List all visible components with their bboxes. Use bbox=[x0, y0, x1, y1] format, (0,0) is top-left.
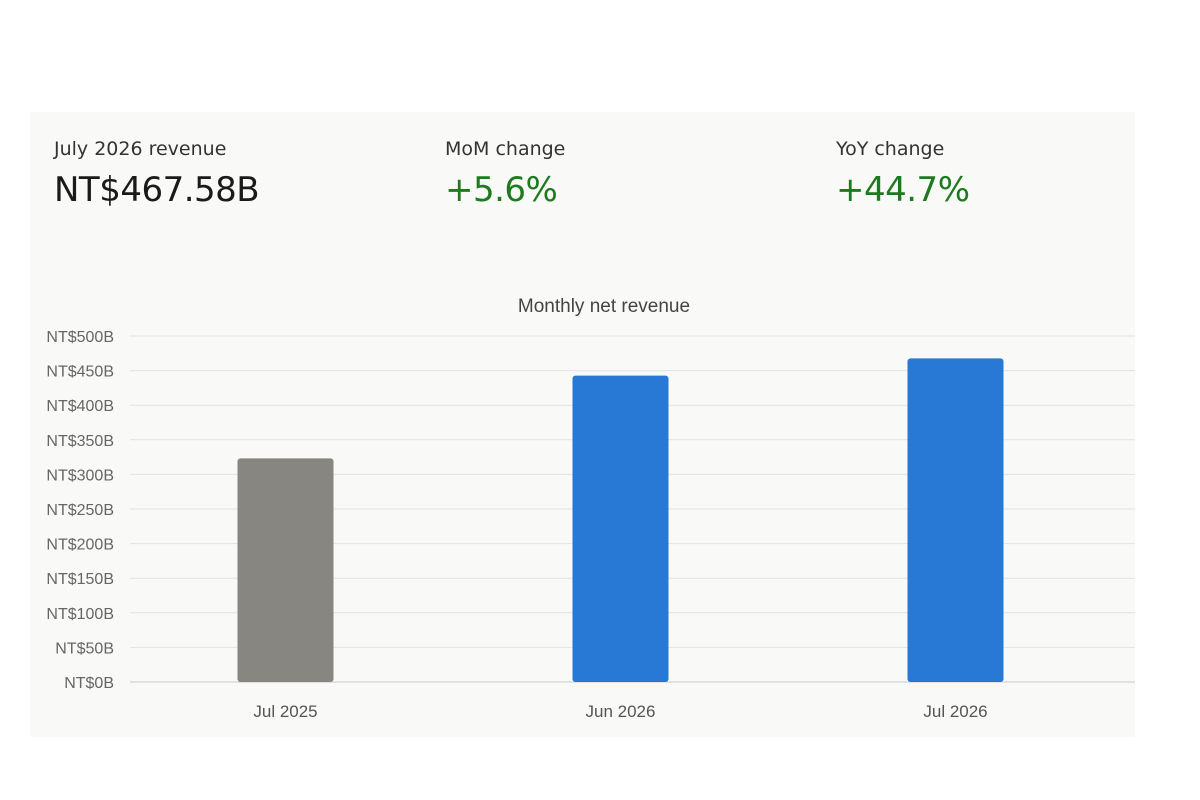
bar-jul-2026[interactable] bbox=[907, 358, 1004, 682]
x-category-label: Jul 2025 bbox=[253, 702, 317, 721]
y-tick-label: NT$50B bbox=[55, 640, 114, 657]
y-tick-label: NT$150B bbox=[46, 571, 114, 588]
kpi-monthly-revenue-label: July 2026 revenue bbox=[54, 138, 227, 160]
y-tick-label: NT$400B bbox=[46, 398, 114, 415]
bar-jun-2026[interactable] bbox=[572, 375, 669, 682]
kpi-yoy-change-value: +44.7% bbox=[836, 170, 970, 210]
chart-bars bbox=[237, 358, 1004, 682]
chart-x-axis: Jul 2025 Jun 2026 Jul 2026 bbox=[253, 702, 987, 721]
kpi-mom-change: MoM change +5.6% bbox=[445, 138, 565, 210]
y-tick-label: NT$500B bbox=[46, 329, 114, 346]
y-tick-label: NT$300B bbox=[46, 467, 114, 484]
bar-jul-2025[interactable] bbox=[237, 458, 334, 682]
kpi-monthly-revenue-value: NT$467.58B bbox=[54, 170, 260, 210]
y-tick-label: NT$100B bbox=[46, 606, 114, 623]
y-tick-label: NT$0B bbox=[64, 675, 114, 692]
kpi-mom-change-label: MoM change bbox=[445, 138, 566, 160]
kpi-monthly-revenue: July 2026 revenue NT$467.58B bbox=[54, 138, 260, 210]
y-tick-label: NT$350B bbox=[46, 433, 114, 450]
y-tick-label: NT$200B bbox=[46, 537, 114, 554]
kpi-yoy-change-label: YoY change bbox=[836, 138, 945, 160]
kpi-yoy-change: YoY change +44.7% bbox=[836, 138, 970, 210]
chart-y-axis: NT$0B NT$50B NT$100B NT$150B NT$200B NT$250B N… bbox=[46, 329, 114, 692]
revenue-bar-chart: Monthly net revenue NT$0BNT$50BNT$100BNT… bbox=[46, 296, 1135, 721]
chart-title: Monthly net revenue bbox=[518, 296, 690, 317]
y-tick-label: NT$450B bbox=[46, 364, 114, 381]
revenue-card: July 2026 revenue NT$467.58B MoM change … bbox=[30, 112, 1135, 737]
y-tick-label: NT$250B bbox=[46, 502, 114, 519]
kpi-mom-change-value: +5.6% bbox=[445, 170, 558, 210]
x-category-label: Jul 2026 bbox=[923, 702, 987, 721]
x-category-label: Jun 2026 bbox=[586, 702, 656, 721]
